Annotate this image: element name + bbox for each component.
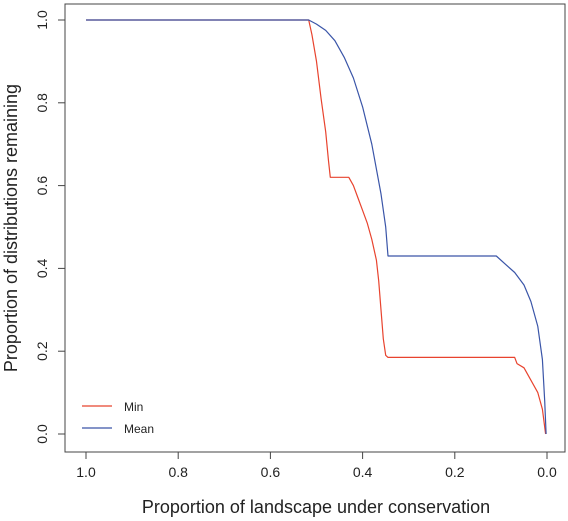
legend-label-mean: Mean bbox=[124, 422, 154, 436]
x-tick-label: 1.0 bbox=[76, 464, 96, 480]
series-line-mean bbox=[86, 19, 547, 435]
legend: Min Mean bbox=[82, 400, 154, 436]
x-axis-label: Proportion of landscape under conservati… bbox=[142, 497, 490, 517]
x-tick-label: 0.0 bbox=[537, 464, 557, 480]
x-tick-label: 0.2 bbox=[445, 464, 465, 480]
y-tick-label: 0.8 bbox=[34, 93, 50, 113]
y-tick-label: 1.0 bbox=[34, 10, 50, 30]
y-tick-label: 0.4 bbox=[34, 258, 50, 278]
series-line-min bbox=[86, 19, 547, 435]
x-tick-label: 0.4 bbox=[353, 464, 373, 480]
plot-frame bbox=[64, 3, 566, 453]
x-tick-label: 0.6 bbox=[261, 464, 281, 480]
y-tick-label: 0.2 bbox=[34, 341, 50, 361]
y-tick-label: 0.0 bbox=[34, 424, 50, 444]
y-axis-label: Proportion of distributions remaining bbox=[1, 84, 21, 372]
y-axis: 0.0 0.2 0.4 0.6 0.8 1.0 bbox=[34, 10, 65, 444]
y-tick-label: 0.6 bbox=[34, 176, 50, 196]
x-axis: 1.0 0.8 0.6 0.4 0.2 0.0 bbox=[76, 452, 557, 480]
x-tick-label: 0.8 bbox=[168, 464, 188, 480]
series-layer bbox=[86, 19, 547, 435]
legend-label-min: Min bbox=[124, 400, 143, 414]
